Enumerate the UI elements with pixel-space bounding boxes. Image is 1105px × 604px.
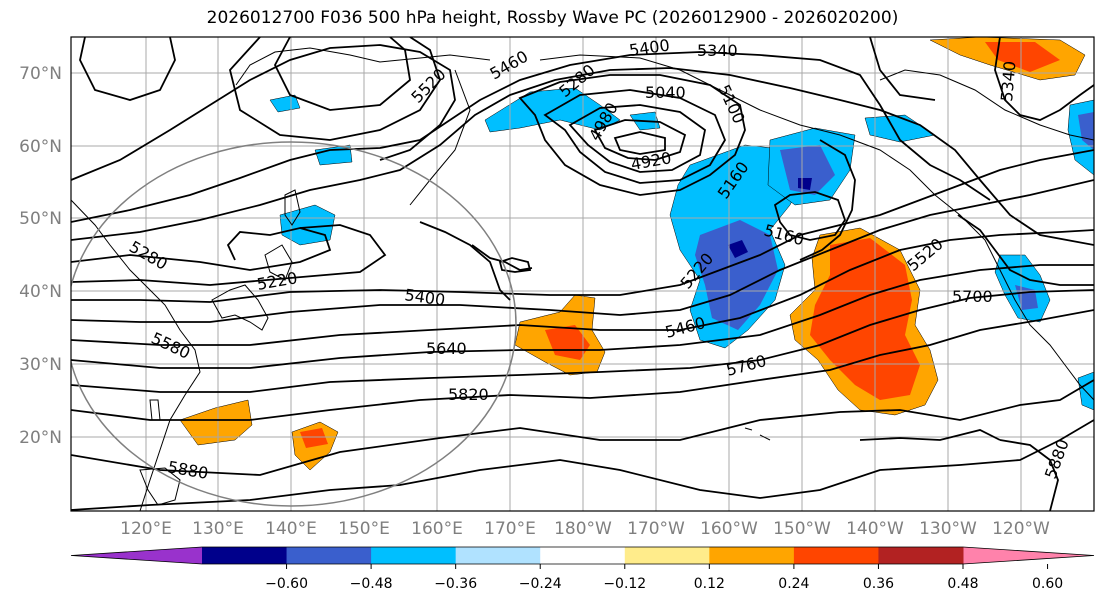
colorbar-segment-7 — [793, 547, 879, 564]
graticule — [71, 37, 1094, 511]
contour-label-5400-north: 5400 — [628, 35, 671, 59]
colorbar-tick-label: 0.24 — [778, 576, 809, 592]
coastlines — [71, 47, 1094, 511]
colorbar-extend-high — [963, 547, 1094, 564]
lat-label-40n: 40°N — [19, 282, 62, 302]
lon-label-170e: 170°E — [484, 519, 536, 539]
contour-label-5040: 5040 — [645, 83, 686, 102]
lon-label-130w: 130°W — [919, 519, 977, 539]
map-title: 2026012700 F036 500 hPa height, Rossby W… — [206, 8, 899, 28]
lat-label-20n: 20°N — [19, 428, 62, 448]
colorbar-tick-label: −0.12 — [603, 576, 646, 592]
colorbar-segment-2 — [371, 547, 457, 564]
contour-label-5700: 5700 — [952, 287, 993, 306]
height-contours — [71, 37, 1094, 511]
colorbar-segment-3 — [455, 547, 541, 564]
lon-label-180w: 180°W — [554, 519, 612, 539]
lat-label-50n: 50°N — [19, 209, 62, 229]
colorbar-tick-label: 0.48 — [947, 576, 978, 592]
lon-label-140w: 140°W — [846, 519, 904, 539]
colorbar-segment-4 — [540, 547, 626, 564]
lat-label-60n: 60°N — [19, 137, 62, 157]
contour-label-5640: 5640 — [426, 339, 467, 358]
colorbar-tick-label: −0.60 — [265, 576, 308, 592]
colorbar-tick-label: −0.36 — [434, 576, 477, 592]
lon-label-150e: 150°E — [338, 519, 390, 539]
lon-label-170w: 170°W — [627, 519, 685, 539]
contour-label-5340-arctic: 5340 — [997, 60, 1019, 102]
longitude-labels: 120°E 130°E 140°E 150°E 160°E 170°E 180°… — [120, 519, 1050, 539]
lon-label-120w: 120°W — [992, 519, 1050, 539]
contour-label-5820: 5820 — [448, 385, 489, 404]
colorbar-tick-label: 0.36 — [863, 576, 894, 592]
colorbar-segment-8 — [878, 547, 964, 564]
lon-label-160e: 160°E — [411, 519, 463, 539]
contour-label-5340-north: 5340 — [697, 41, 738, 60]
lon-label-160w: 160°W — [700, 519, 758, 539]
lon-label-140e: 140°E — [265, 519, 317, 539]
colorbar-segment-5 — [624, 547, 710, 564]
colorbar-tick-label: 0.60 — [1032, 576, 1063, 592]
colorbar-tick-label: −0.48 — [350, 576, 393, 592]
colorbar-segment-0 — [202, 547, 288, 564]
lat-label-70n: 70°N — [19, 64, 62, 84]
colorbar-segment-6 — [709, 547, 795, 564]
colorbar-segment-1 — [286, 547, 372, 564]
lon-label-120e: 120°E — [120, 519, 172, 539]
anomaly-shading — [179, 37, 1094, 471]
colorbar-outline — [70, 546, 1095, 565]
latitude-labels: 70°N 60°N 50°N 40°N 30°N 20°N — [19, 64, 62, 448]
colorbar: −0.60 −0.48 −0.36 −0.24 −0.12 0.12 0.24 0.36 0.4… — [70, 546, 1095, 592]
lon-label-130e: 130°E — [192, 519, 244, 539]
colorbar-extend-low — [71, 547, 202, 564]
colorbar-tick-label: 0.12 — [694, 576, 725, 592]
lon-label-150w: 150°W — [773, 519, 831, 539]
reference-circle — [71, 141, 517, 507]
colorbar-tick-label: −0.24 — [519, 576, 562, 592]
map-frame — [70, 36, 1095, 512]
lat-label-30n: 30°N — [19, 355, 62, 375]
